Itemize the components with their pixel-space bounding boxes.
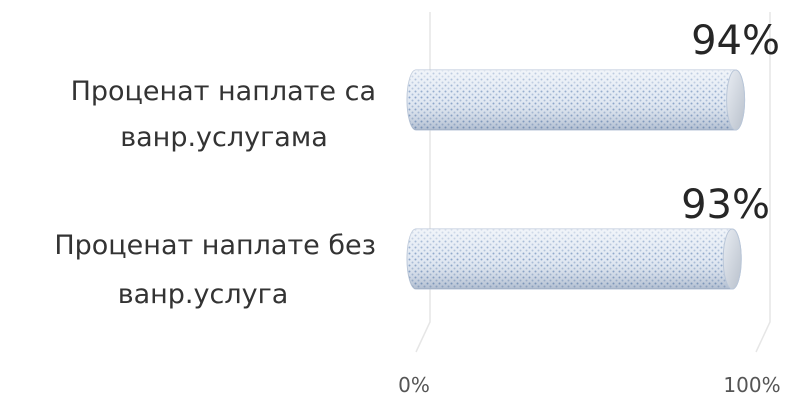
- bar-1-shading: [407, 229, 742, 289]
- bar-1-cap: [722, 228, 742, 290]
- category-label-0-line-2: ванр.услугама: [120, 122, 328, 153]
- category-label-1: Проценат наплате без ванр.услуга: [54, 230, 376, 310]
- bars: [406, 69, 746, 290]
- value-label-1: 93%: [681, 182, 770, 228]
- gridline-0: [415, 12, 431, 353]
- bar-1: [406, 228, 742, 290]
- category-label-0: Проценат наплате са ванр.услугама: [71, 76, 376, 153]
- bar-0-shading: [407, 70, 745, 130]
- category-label-1-line-1: Проценат наплате без: [54, 230, 376, 261]
- category-label-1-line-2: ванр.услуга: [118, 279, 289, 310]
- x-tick-label-1: 100%: [723, 373, 780, 397]
- x-tick-label-0: 0%: [398, 373, 430, 397]
- value-label-0: 94%: [691, 18, 780, 64]
- bar-0-cap: [726, 69, 746, 131]
- category-label-0-line-1: Проценат наплате са: [71, 76, 376, 107]
- bar-0: [406, 69, 746, 131]
- gridline-1: [755, 12, 771, 353]
